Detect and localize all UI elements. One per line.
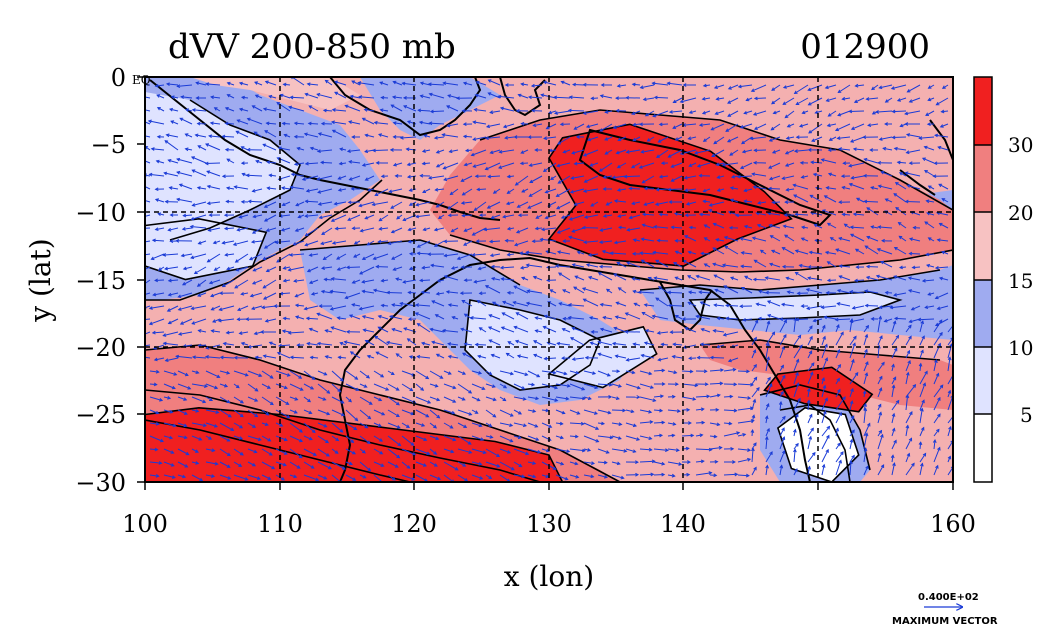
colorbar-label: 30 — [1008, 133, 1033, 157]
colorbar-swatch-10 — [974, 280, 992, 347]
colorbar-swatch-5 — [974, 347, 992, 414]
x-tick-label: 100 — [122, 510, 168, 538]
x-tick-label: 150 — [795, 510, 841, 538]
y-tick-label: −15 — [75, 267, 126, 295]
colorbar-swatch-0 — [974, 414, 992, 482]
y-tick-label: −5 — [91, 131, 126, 159]
colorbar: 30 20 15 10 5 — [974, 77, 1033, 482]
x-axis-label: x (lon) — [504, 560, 594, 593]
x-tick-label: 140 — [660, 510, 706, 538]
x-tick-label: 120 — [391, 510, 437, 538]
y-tick-label: −30 — [75, 469, 126, 497]
x-tick-label: 110 — [257, 510, 303, 538]
colorbar-label: 5 — [1020, 403, 1033, 427]
x-tick-label: 160 — [930, 510, 976, 538]
x-tick-label: 130 — [526, 510, 572, 538]
equator-label: EQ — [132, 73, 151, 87]
colorbar-swatch-15 — [974, 212, 992, 280]
colorbar-label: 15 — [1008, 269, 1033, 293]
date-label: 012900 — [800, 27, 930, 67]
y-tick-label: 0 — [111, 64, 126, 92]
vector-legend-value: 0.400E+02 — [918, 592, 979, 603]
y-tick-label: −20 — [75, 334, 126, 362]
colorbar-swatch-30 — [974, 77, 992, 145]
colorbar-label: 20 — [1008, 201, 1033, 225]
y-tick-labels: 0 −5 −10 −15 −20 −25 −30 — [75, 64, 126, 497]
vector-legend-label: MAXIMUM VECTOR — [892, 616, 998, 627]
vector-legend: 0.400E+02 MAXIMUM VECTOR — [892, 592, 998, 627]
colorbar-label: 10 — [1008, 336, 1033, 360]
plot-area — [134, 76, 955, 484]
chart-title: dVV 200-850 mb — [168, 27, 456, 67]
y-tick-label: −10 — [75, 199, 126, 227]
colorbar-swatch-20 — [974, 145, 992, 212]
y-tick-label: −25 — [75, 401, 126, 429]
x-tick-labels: 100 110 120 130 140 150 160 — [122, 510, 976, 538]
y-axis-label: y (lat) — [24, 238, 57, 322]
